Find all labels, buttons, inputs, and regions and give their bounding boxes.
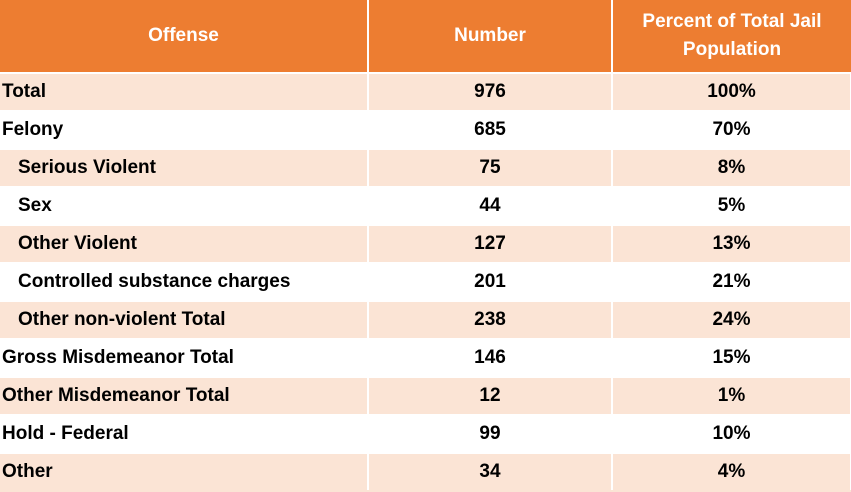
- table-row: Other non-violent Total 238 24%: [0, 300, 851, 339]
- percent-cell: 100%: [612, 72, 851, 111]
- number-cell: 34: [368, 452, 613, 492]
- header-cell: Number: [368, 0, 613, 73]
- offense-cell: Other Violent: [0, 224, 369, 263]
- offense-cell: Serious Violent: [0, 148, 369, 187]
- number-cell: 201: [368, 262, 613, 301]
- number-cell: 976: [368, 72, 613, 111]
- header-row: Offense Number Percent of Total Jail Pop…: [0, 0, 851, 73]
- table-row: Sex 44 5%: [0, 186, 851, 225]
- number-cell: 146: [368, 338, 613, 377]
- percent-cell: 4%: [612, 452, 851, 492]
- table-row: Controlled substance charges 201 21%: [0, 262, 851, 301]
- table-row: Serious Violent 75 8%: [0, 148, 851, 187]
- offense-cell: Other Misdemeanor Total: [0, 376, 369, 415]
- number-cell: 44: [368, 186, 613, 225]
- table-row: Felony 685 70%: [0, 110, 851, 149]
- table-row: Total 976 100%: [0, 72, 851, 111]
- table-body: Total 976 100% Felony 685 70% Serious Violent 7…: [0, 72, 851, 492]
- table-row: Hold - Federal 99 10%: [0, 414, 851, 453]
- number-cell: 12: [368, 376, 613, 415]
- table-row: Other 34 4%: [0, 452, 851, 492]
- percent-cell: 13%: [612, 224, 851, 263]
- offense-cell: Sex: [0, 186, 369, 225]
- number-cell: 685: [368, 110, 613, 149]
- percent-cell: 5%: [612, 186, 851, 225]
- number-cell: 127: [368, 224, 613, 263]
- percent-cell: 1%: [612, 376, 851, 415]
- percent-cell: 21%: [612, 262, 851, 301]
- percent-cell: 8%: [612, 148, 851, 187]
- number-cell: 99: [368, 414, 613, 453]
- offense-cell: Controlled substance charges: [0, 262, 369, 301]
- offense-cell: Hold - Federal: [0, 414, 369, 453]
- header-cell: Percent of Total Jail Population: [612, 0, 851, 73]
- number-cell: 75: [368, 148, 613, 187]
- percent-cell: 15%: [612, 338, 851, 377]
- offense-cell: Other non-violent Total: [0, 300, 369, 339]
- number-cell: 238: [368, 300, 613, 339]
- offense-cell: Other: [0, 452, 369, 492]
- percent-cell: 10%: [612, 414, 851, 453]
- header-cell: Offense: [0, 0, 369, 73]
- offense-cell: Gross Misdemeanor Total: [0, 338, 369, 377]
- table-row: Gross Misdemeanor Total 146 15%: [0, 338, 851, 377]
- offense-cell: Felony: [0, 110, 369, 149]
- percent-cell: 24%: [612, 300, 851, 339]
- offense-cell: Total: [0, 72, 369, 111]
- table-row: Other Misdemeanor Total 12 1%: [0, 376, 851, 415]
- table-row: Other Violent 127 13%: [0, 224, 851, 263]
- percent-cell: 70%: [612, 110, 851, 149]
